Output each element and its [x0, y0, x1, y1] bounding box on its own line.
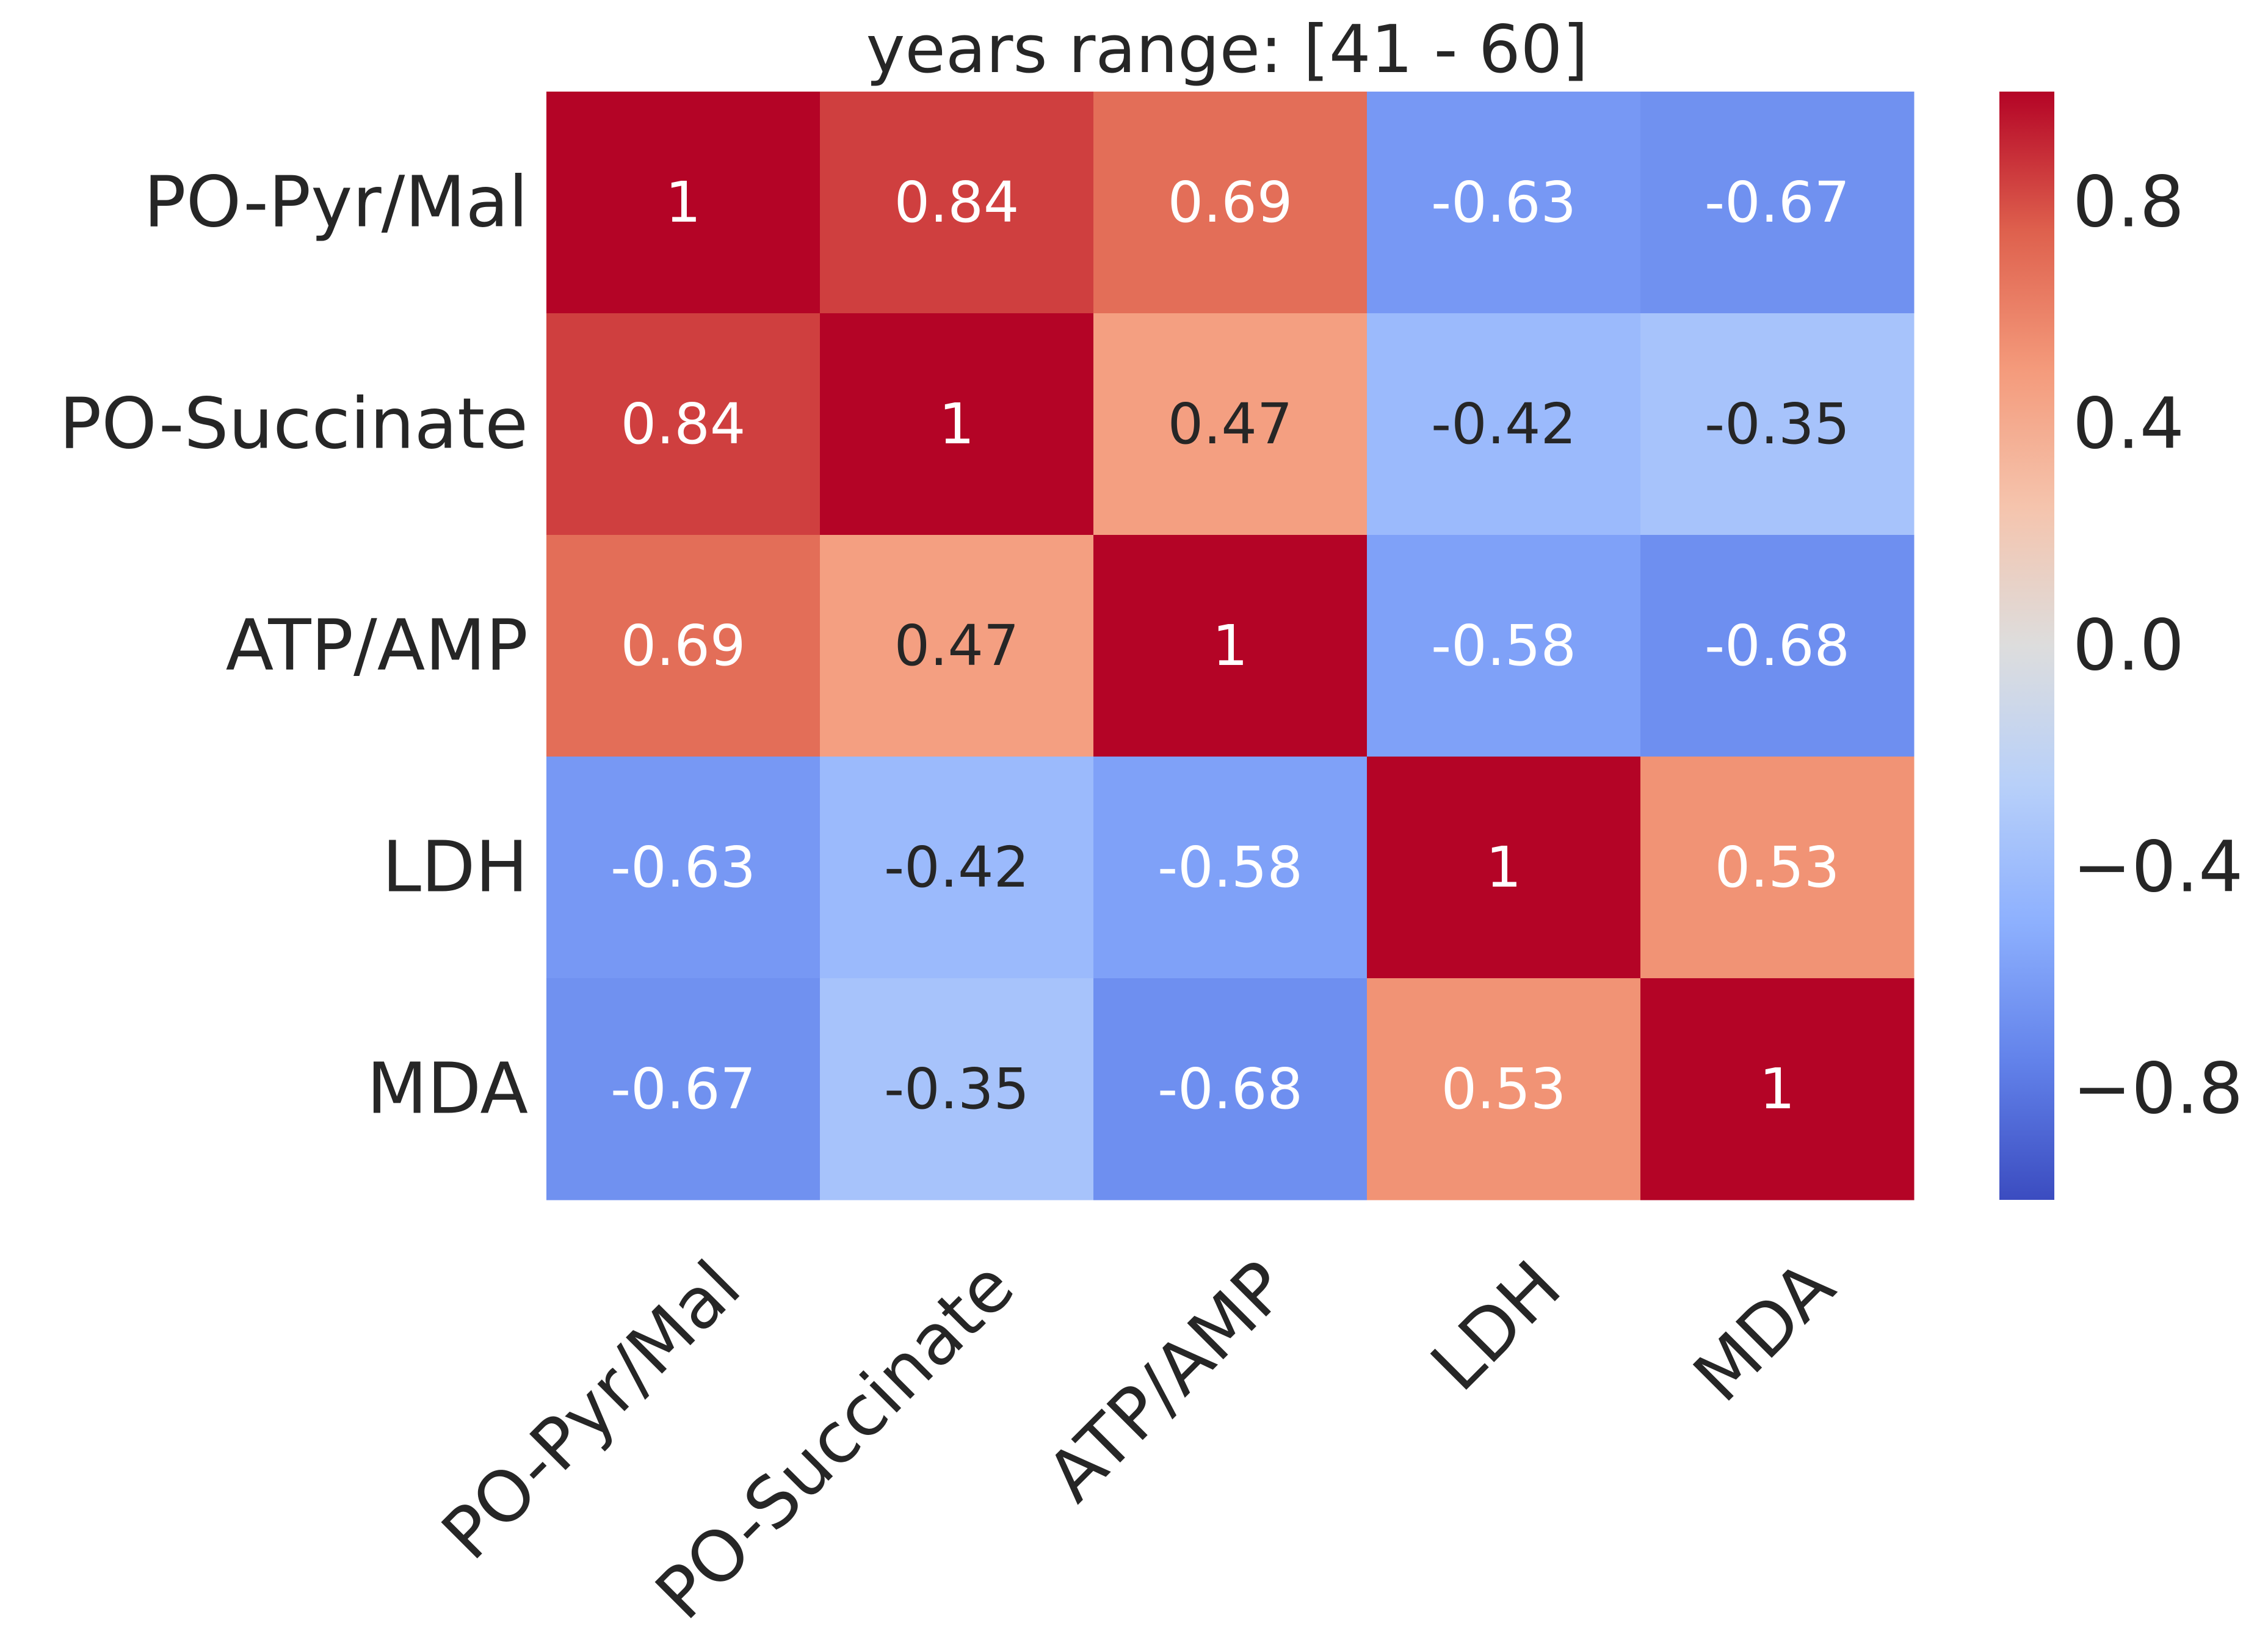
heatmap-cell: [546, 535, 821, 757]
cell-value-label: -0.67: [1705, 170, 1850, 235]
chart-title: years range: [41 - 60]: [866, 12, 1588, 88]
column-tick-label: ATP/AMP: [1032, 1246, 1303, 1517]
heatmap-cell: [546, 757, 821, 979]
heatmap-cell: [1367, 978, 1641, 1200]
cell-value-label: -0.58: [1158, 835, 1303, 900]
heatmap-cell: [1093, 92, 1368, 314]
heatmap-cell: [820, 92, 1094, 314]
cell-value-label: -0.67: [610, 1056, 756, 1122]
cell-value-label: -0.42: [1431, 391, 1576, 457]
cell-value-label: 1: [1759, 1056, 1795, 1122]
cell-value-label: 0.53: [1715, 835, 1840, 900]
heatmap-cell: [1093, 313, 1368, 536]
heatmap-cell: [546, 92, 821, 314]
cell-value-label: -0.35: [884, 1056, 1029, 1122]
column-tick-label: LDH: [1416, 1246, 1577, 1407]
row-labels: PO-Pyr/Mal PO-Succinate ATP/AMP LDH MDA: [59, 162, 528, 1130]
heatmap-cell: [1640, 313, 1915, 536]
heatmap-cell: [1640, 978, 1915, 1200]
cell-value-label: 0.84: [894, 170, 1020, 235]
heatmap-cell: [820, 978, 1094, 1200]
colorbar-tick-label: −0.4: [2073, 827, 2243, 909]
heatmap-cell: [1367, 313, 1641, 536]
cell-value-label: 0.69: [621, 613, 746, 678]
row-tick-label: ATP/AMP: [226, 605, 528, 687]
heatmap-cell: [546, 978, 821, 1200]
heatmap-cell: [820, 313, 1094, 536]
heatmap-cell: [1093, 757, 1368, 979]
heatmap-cell: [820, 757, 1094, 979]
colorbar-tick-label: 0.0: [2073, 605, 2184, 687]
cell-value-label: 0.69: [1168, 170, 1293, 235]
row-tick-label: PO-Succinate: [59, 383, 528, 465]
heatmap-cell: [1093, 978, 1368, 1200]
cell-value-label: 0.47: [1168, 391, 1293, 457]
colorbar-tick-label: −0.8: [2073, 1048, 2243, 1130]
heatmap-cell-labels: 1 0.84 0.69 -0.63 -0.67 0.84 1 0.47 -0.42 -0.35 0.…: [610, 170, 1850, 1122]
heatmap-cell: [1367, 757, 1641, 979]
cell-value-label: 0.53: [1441, 1056, 1567, 1122]
heatmap-cell: [1367, 92, 1641, 314]
cell-value-label: -0.68: [1705, 613, 1850, 678]
heatmap-cell: [1640, 535, 1915, 757]
heatmap-cells: [546, 92, 1915, 1200]
cell-value-label: -0.35: [1705, 391, 1850, 457]
row-tick-label: PO-Pyr/Mal: [143, 162, 528, 244]
heatmap-cell: [1640, 92, 1915, 314]
colorbar-tick-label: 0.4: [2073, 383, 2184, 465]
heatmap-cell: [1093, 535, 1368, 757]
row-tick-label: MDA: [367, 1048, 528, 1130]
colorbar: [1999, 92, 2054, 1200]
cell-value-label: 1: [1486, 835, 1522, 900]
heatmap-cell: [1640, 757, 1915, 979]
cell-value-label: 1: [939, 391, 975, 457]
colorbar-tick-label: 0.8: [2073, 162, 2184, 244]
cell-value-label: -0.42: [884, 835, 1029, 900]
row-tick-label: LDH: [382, 827, 528, 909]
cell-value-label: -0.63: [1431, 170, 1576, 235]
column-tick-label: MDA: [1678, 1246, 1850, 1418]
cell-value-label: -0.63: [610, 835, 756, 900]
cell-value-label: 0.47: [894, 613, 1020, 678]
colorbar-ticks: 0.8 0.4 0.0 −0.4 −0.8: [2073, 162, 2243, 1130]
cell-value-label: 1: [665, 170, 701, 235]
cell-value-label: 1: [1212, 613, 1248, 678]
heatmap-cell: [1367, 535, 1641, 757]
cell-value-label: 0.84: [621, 391, 746, 457]
cell-value-label: -0.58: [1431, 613, 1576, 678]
heatmap-cell: [546, 313, 821, 536]
cell-value-label: -0.68: [1158, 1056, 1303, 1122]
heatmap-cell: [820, 535, 1094, 757]
